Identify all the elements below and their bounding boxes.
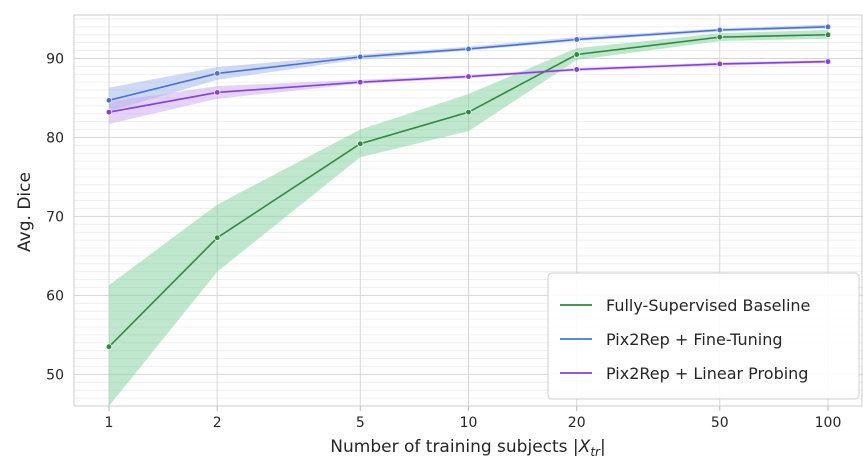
- series-1-point: [465, 109, 472, 116]
- x-tick-label: 20: [568, 415, 586, 431]
- y-axis-label: Avg. Dice: [15, 172, 35, 252]
- series-points: [105, 23, 832, 350]
- series-3-point: [716, 60, 723, 68]
- legend-label: Fully-Supervised Baseline: [606, 296, 810, 315]
- series-1-point: [214, 234, 221, 241]
- series-2-point: [824, 23, 832, 30]
- series-3-point: [573, 66, 580, 73]
- series-1-point: [824, 31, 832, 38]
- series-2-point: [105, 97, 113, 104]
- legend-label: Pix2Rep + Linear Probing: [606, 364, 808, 383]
- x-tick-label: 1: [105, 415, 114, 431]
- x-tick-label: 100: [815, 415, 842, 431]
- legend: Fully-Supervised Baseline Pix2Rep + Fine-…: [547, 272, 860, 400]
- x-tick-label: 50: [711, 415, 729, 431]
- series-3-point: [105, 109, 113, 116]
- series-3-point: [214, 89, 221, 96]
- series-1-point: [357, 140, 364, 147]
- x-tick-label: 10: [460, 415, 478, 431]
- series-3-point: [465, 73, 472, 80]
- y-tick-label: 90: [46, 51, 64, 67]
- series-1-point: [716, 33, 723, 41]
- y-axis-ticks: 50 60 70 80 90: [46, 51, 64, 383]
- y-tick-label: 70: [46, 209, 64, 225]
- series-2-point: [716, 26, 723, 34]
- series-2-point: [573, 36, 580, 43]
- series-3-band: [109, 60, 828, 125]
- series-2-point: [214, 70, 221, 77]
- y-tick-label: 80: [46, 130, 64, 146]
- x-axis-ticks: 1 2 5 10 20 50 100: [105, 406, 842, 431]
- y-tick-label: 50: [46, 367, 64, 383]
- x-tick-label: 5: [356, 415, 365, 431]
- x-tick-label: 2: [213, 415, 222, 431]
- series-2-point: [465, 45, 472, 53]
- series-2-band: [109, 24, 828, 112]
- series-1-point: [105, 343, 113, 350]
- x-axis-label: Number of training subjects |Xtr|: [330, 437, 605, 459]
- series-1-band: [109, 30, 828, 406]
- series-1-point: [573, 51, 580, 58]
- series-3-point: [357, 78, 364, 86]
- legend-label: Pix2Rep + Fine-Tuning: [606, 330, 783, 349]
- y-tick-label: 60: [46, 288, 64, 304]
- legend-box: [547, 272, 860, 400]
- series-3-point: [824, 58, 832, 65]
- series-2-point: [357, 53, 364, 61]
- confidence-bands: [109, 24, 828, 406]
